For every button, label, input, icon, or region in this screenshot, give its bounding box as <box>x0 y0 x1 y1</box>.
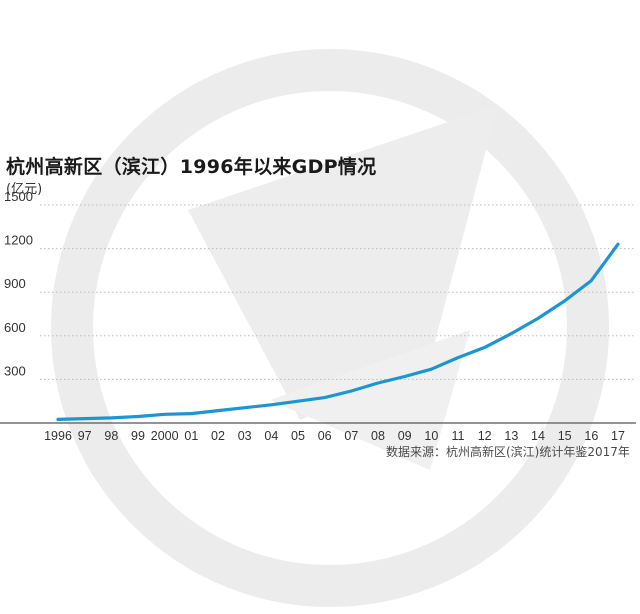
x-tick-label: 14 <box>531 429 545 443</box>
series-lines <box>56 242 620 421</box>
y-tick-label: 300 <box>4 363 26 378</box>
y-tick-labels: 300 600 900 1200 1500 <box>4 189 33 378</box>
x-tick-label: 10 <box>424 429 438 443</box>
watermark-logo <box>51 49 609 607</box>
x-tick-label: 99 <box>131 429 145 443</box>
x-tick-label: 09 <box>398 429 412 443</box>
chart-title: 杭州高新区（滨江）1996年以来GDP情况 <box>6 156 377 178</box>
x-tick-label: 11 <box>452 429 465 443</box>
x-tick-label: 16 <box>584 429 598 443</box>
x-tick-label: 08 <box>371 429 385 443</box>
x-tick-label: 02 <box>211 429 225 443</box>
x-tick-label: 1996 <box>44 429 72 443</box>
y-tick-label: 600 <box>4 320 26 335</box>
x-tick-label: 05 <box>291 429 305 443</box>
x-tick-label: 97 <box>78 429 92 443</box>
grid-lines <box>40 204 636 380</box>
y-tick-label: 1500 <box>4 189 33 204</box>
x-tick-label: 06 <box>318 429 332 443</box>
x-tick-label: 12 <box>478 429 492 443</box>
x-tick-label: 07 <box>344 429 358 443</box>
x-tick-label: 15 <box>558 429 572 443</box>
x-tick-label: 2000 <box>151 429 179 443</box>
source-note: 数据来源：杭州高新区(滨江)统计年鉴2017年 <box>386 445 630 459</box>
series-line <box>56 242 620 421</box>
x-tick-label: 04 <box>264 429 278 443</box>
x-tick-label: 98 <box>104 429 118 443</box>
y-axis-unit-label: (亿元) <box>6 182 43 197</box>
x-tick-label: 13 <box>504 429 518 443</box>
x-tick-label: 01 <box>184 429 198 443</box>
x-tick-label: 03 <box>238 429 252 443</box>
y-tick-label: 900 <box>4 276 26 291</box>
y-tick-label: 1200 <box>4 233 33 248</box>
x-tick-label: 17 <box>611 429 625 443</box>
x-tick-labels: 1996 97 98 99 2000 01 02 03 04 05 06 07 08 09 10 11 12 13… <box>44 429 625 443</box>
